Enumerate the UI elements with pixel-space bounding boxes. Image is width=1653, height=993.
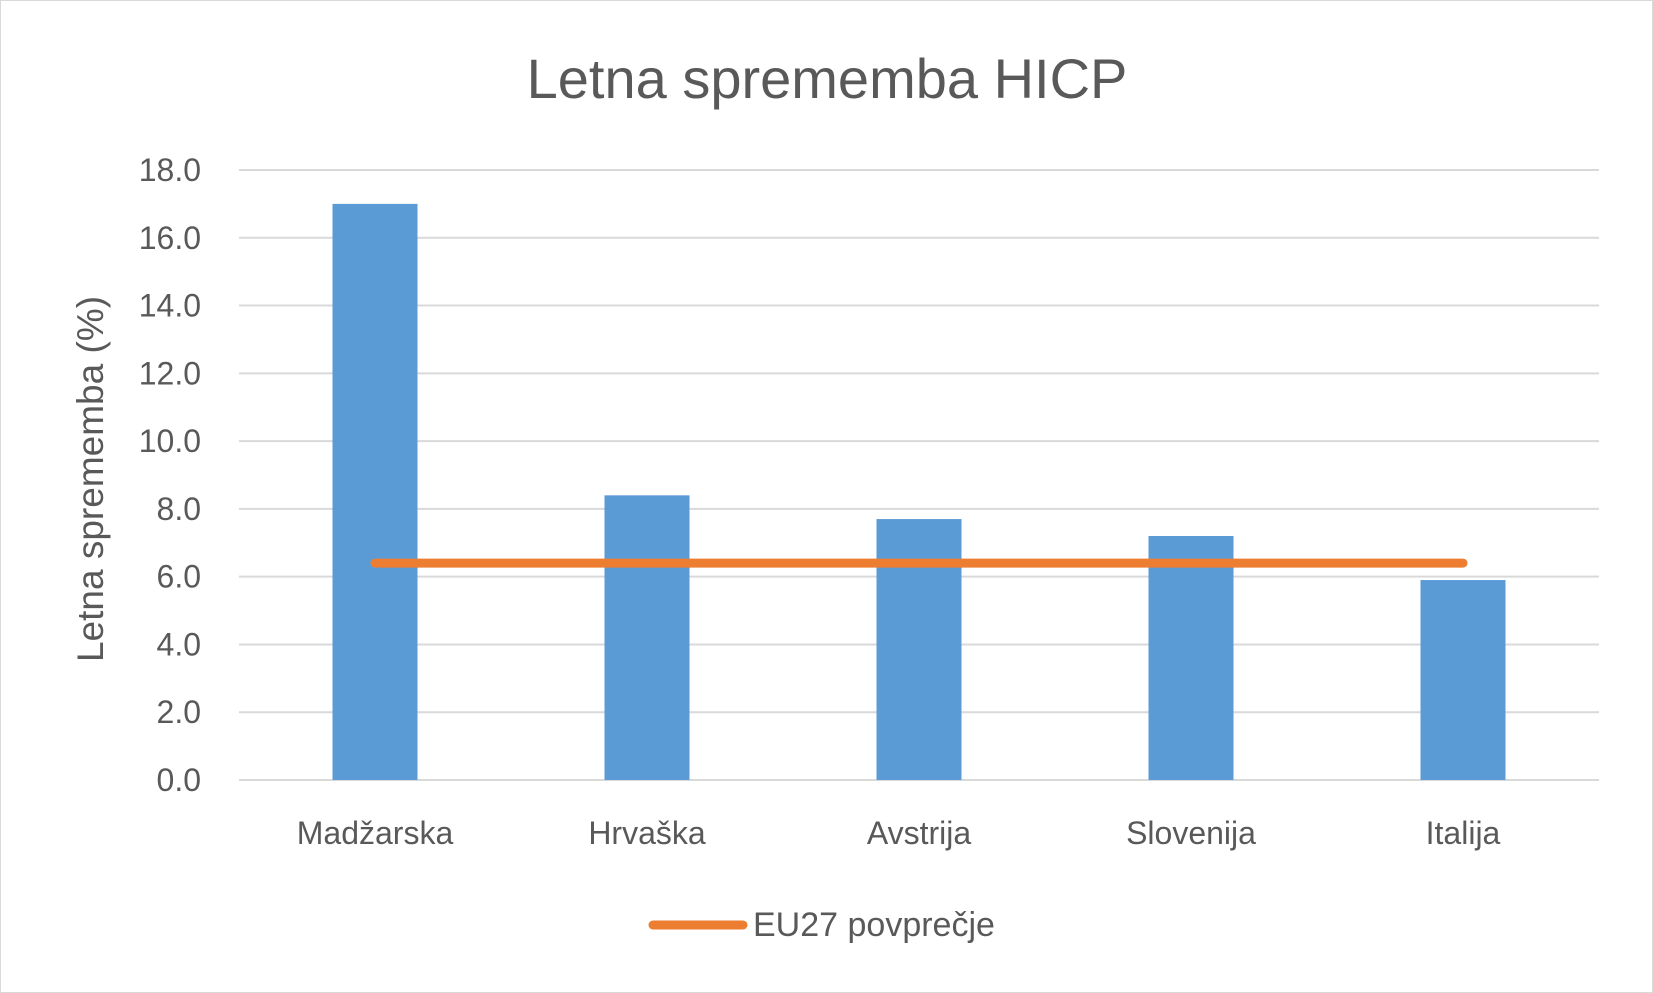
bar-series: [332, 203, 1506, 780]
x-tick-label: Avstrija: [867, 815, 972, 851]
y-tick-label: 2.0: [157, 694, 201, 730]
bar: [876, 519, 962, 780]
y-tick-label: 0.0: [157, 762, 201, 798]
y-tick-label: 18.0: [139, 152, 201, 188]
gridlines: [239, 169, 1599, 781]
y-tick-label: 8.0: [157, 491, 201, 527]
legend-label-eu27: EU27 povprečje: [753, 906, 995, 944]
chart-title: Letna sprememba HICP: [527, 47, 1128, 110]
y-tick-label: 12.0: [139, 355, 201, 391]
y-tick-label: 6.0: [157, 559, 201, 595]
y-tick-label: 16.0: [139, 220, 201, 256]
legend: EU27 povprečje: [648, 906, 995, 944]
x-axis-ticks: Madžarska Hrvaška Avstrija Slovenija Italija: [297, 815, 1501, 851]
y-tick-label: 14.0: [139, 288, 201, 324]
x-tick-label: Slovenija: [1126, 815, 1256, 851]
bar: [1420, 580, 1506, 780]
x-tick-label: Hrvaška: [588, 815, 706, 851]
x-tick-label: Italija: [1426, 815, 1501, 851]
bar: [604, 495, 690, 780]
y-tick-label: 10.0: [139, 423, 201, 459]
y-axis-label: Letna sprememba (%): [70, 296, 111, 662]
y-axis-ticks: 0.0 2.0 4.0 6.0 8.0 10.0 12.0 14.0 16.0 18.0: [139, 152, 201, 798]
y-tick-label: 4.0: [157, 626, 201, 662]
bar: [1148, 536, 1234, 780]
x-tick-label: Madžarska: [297, 815, 454, 851]
bar: [332, 203, 418, 780]
